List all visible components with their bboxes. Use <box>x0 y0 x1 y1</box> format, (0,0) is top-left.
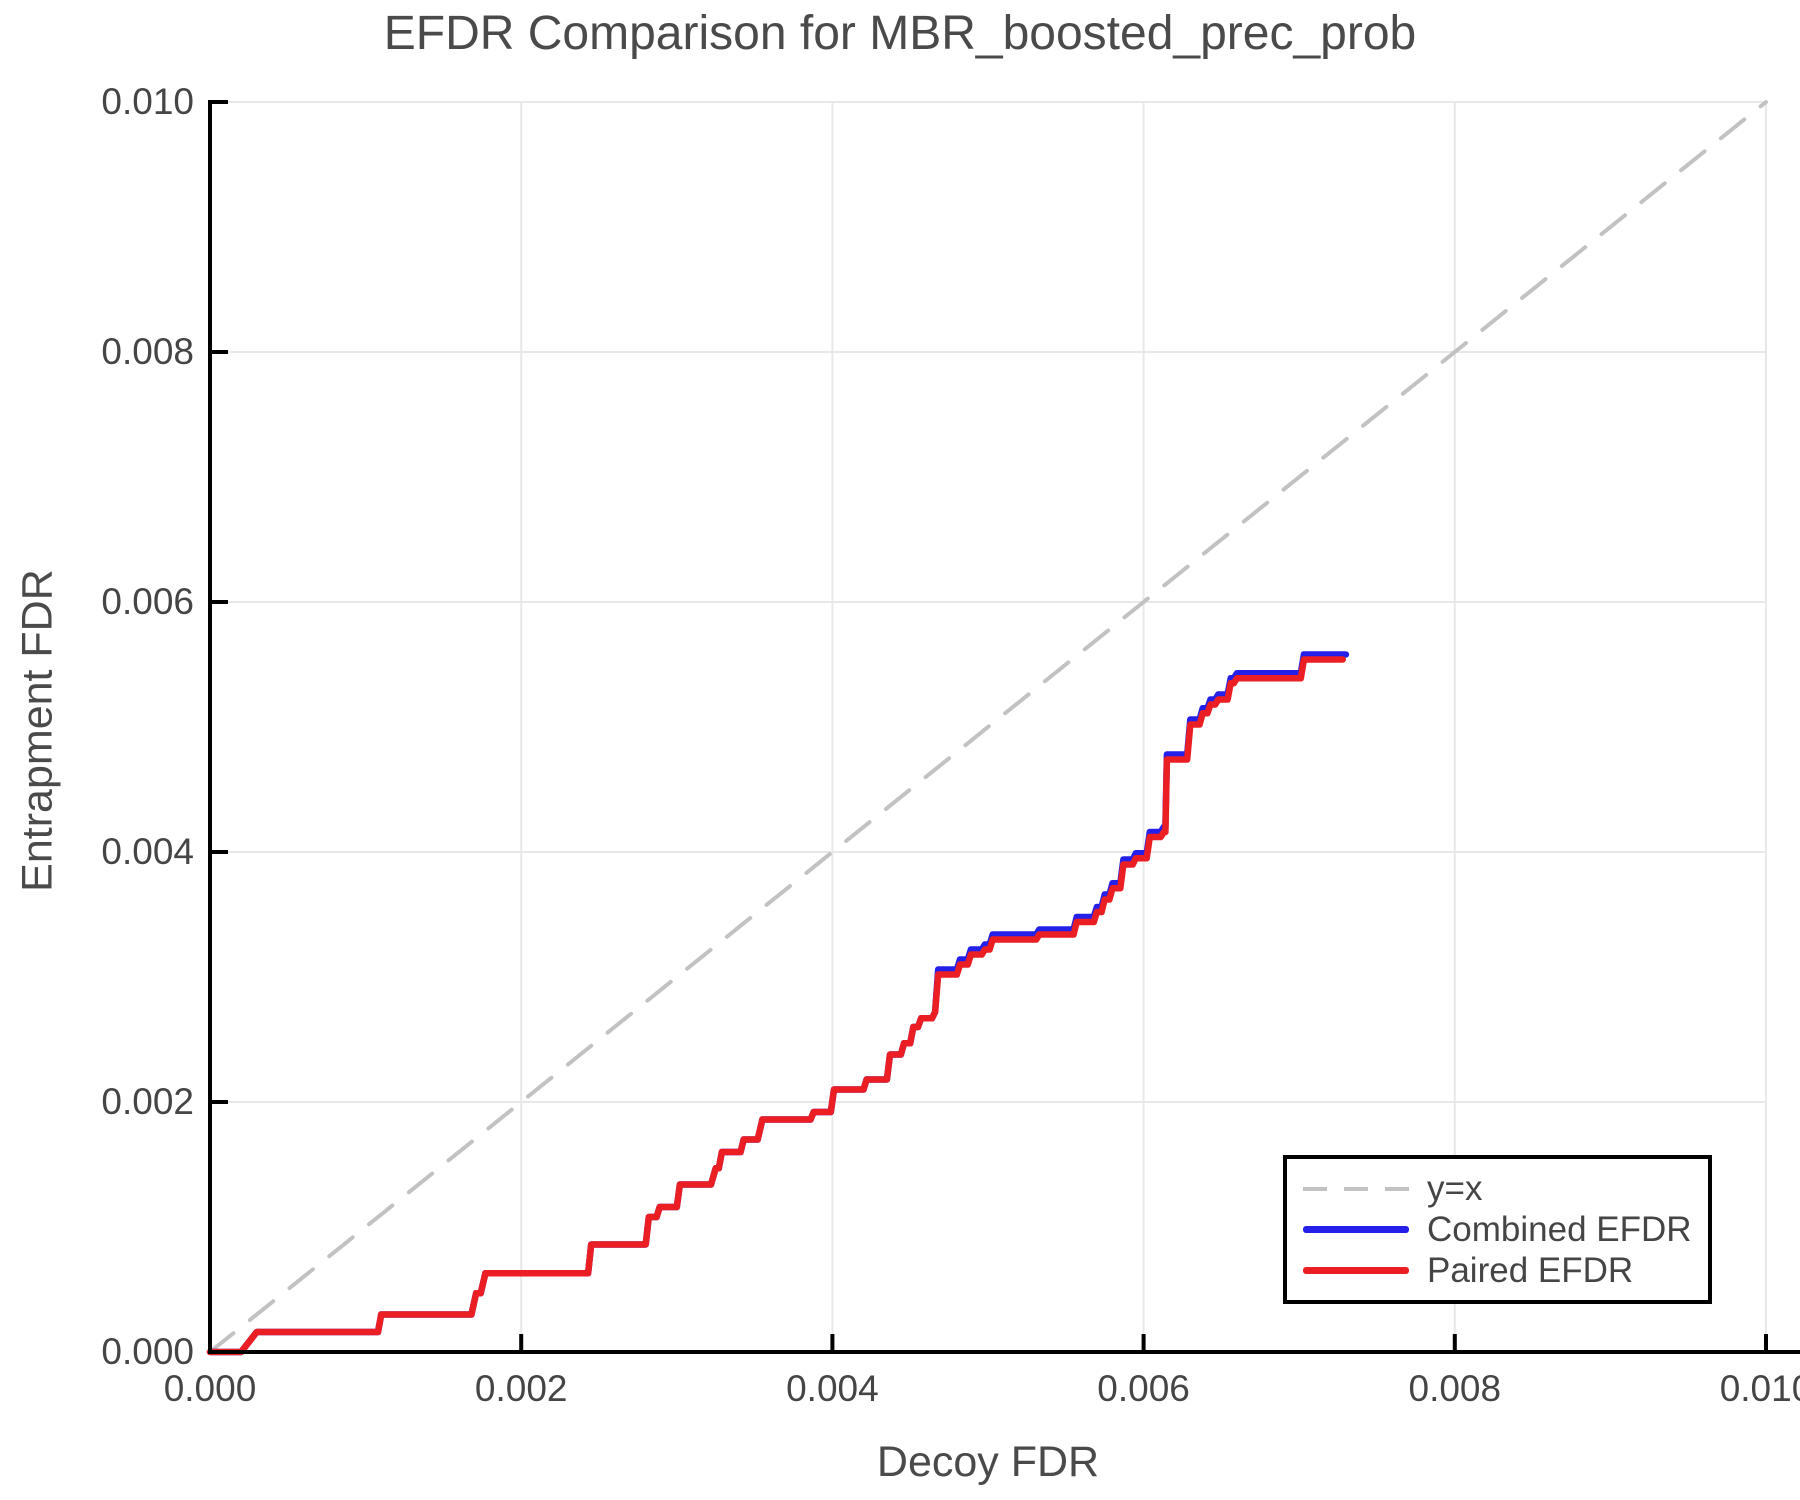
legend-label-combined-efdr: Combined EFDR <box>1427 1209 1692 1249</box>
series-line-2 <box>206 656 1347 1356</box>
legend-paired-line-swatch <box>1303 1267 1409 1274</box>
legend-entry-yx: y=x <box>1303 1168 1708 1208</box>
legend-label-yx: y=x <box>1427 1168 1483 1208</box>
y-tick-label: 0.000 <box>101 1331 194 1372</box>
legend-label-paired-efdr: Paired EFDR <box>1427 1250 1634 1290</box>
legend-entry-paired-efdr: Paired EFDR <box>1303 1250 1708 1290</box>
y-tick-label: 0.004 <box>101 831 194 872</box>
y-tick-label: 0.002 <box>101 1081 194 1122</box>
legend-entry-combined-efdr: Combined EFDR <box>1303 1209 1708 1249</box>
legend-dashed-line-swatch <box>1303 1186 1409 1191</box>
y-axis-label: Entrapment FDR <box>13 569 62 892</box>
x-tick-label: 0.010 <box>1719 1368 1800 1409</box>
chart-title: EFDR Comparison for MBR_boosted_prec_pro… <box>383 7 1417 60</box>
y-tick-label: 0.008 <box>101 331 194 372</box>
series-line-0 <box>208 100 1768 1354</box>
y-tick-label: 0.010 <box>101 81 194 122</box>
legend-combined-line-swatch <box>1303 1226 1409 1233</box>
x-tick-label: 0.002 <box>474 1368 568 1409</box>
x-tick-label: 0.004 <box>786 1368 879 1409</box>
legend: y=x Combined EFDR Paired EFDR <box>1283 1155 1712 1304</box>
y-tick-label: 0.006 <box>101 581 194 622</box>
x-axis-label: Decoy FDR <box>876 1438 1100 1486</box>
x-tick-label: 0.008 <box>1408 1368 1502 1409</box>
x-tick-label: 0.000 <box>163 1368 257 1409</box>
x-tick-label: 0.006 <box>1097 1368 1190 1409</box>
